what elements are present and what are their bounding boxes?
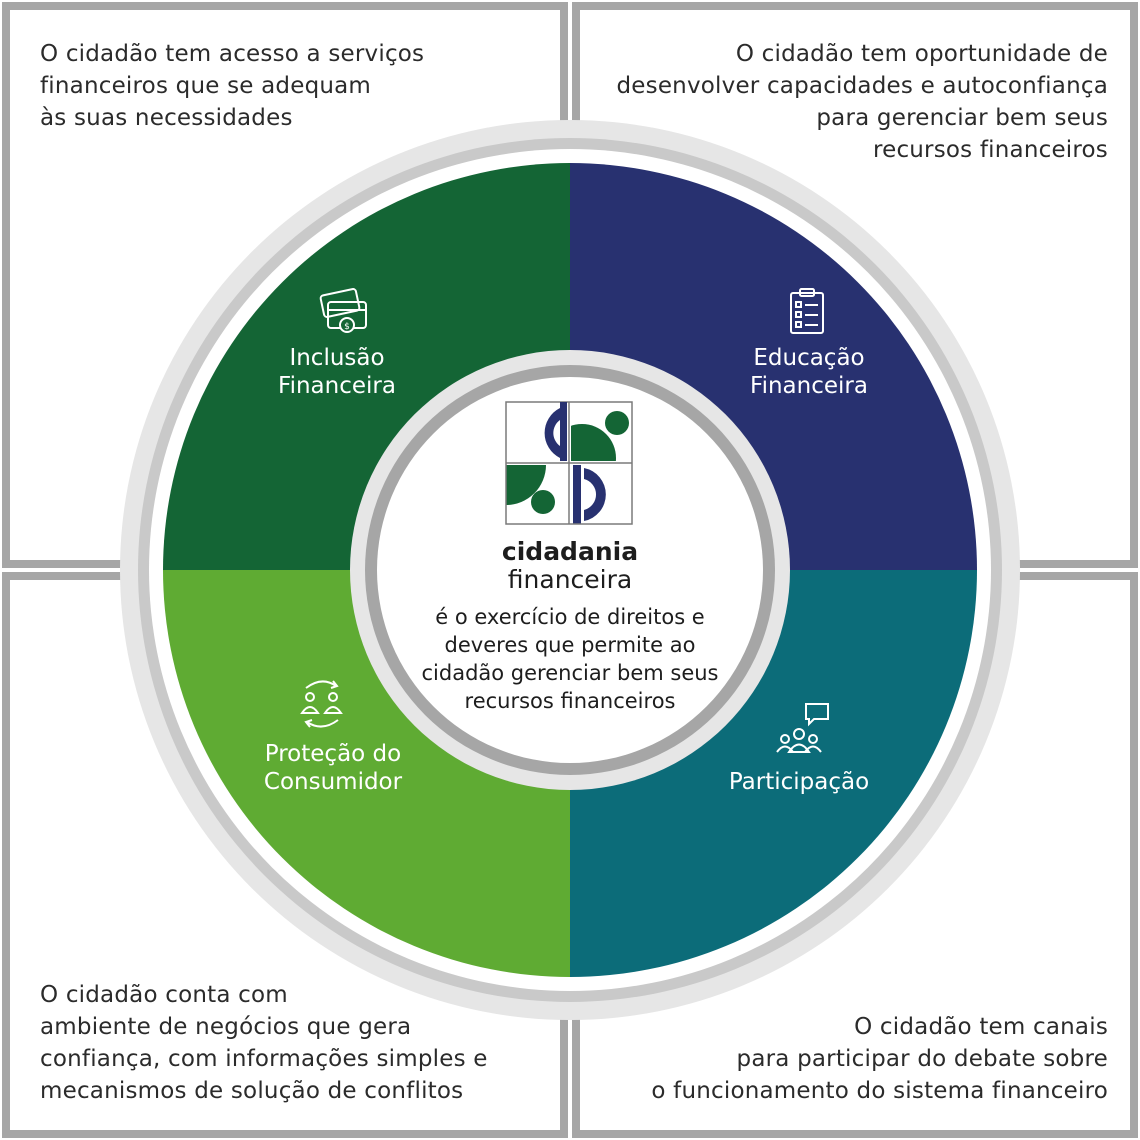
cidadania-logo — [505, 401, 633, 525]
description-educacao: O cidadão tem oportunidade de desenvolve… — [616, 41, 1108, 163]
svg-text:$: $ — [344, 322, 350, 332]
segment-label-educacao: Educação Financeira — [750, 345, 868, 399]
center-disc — [377, 377, 763, 763]
group-speech-bubble-icon — [776, 703, 829, 753]
brand-name-bold: cidadania — [501, 537, 639, 566]
brand-name-light: financeira — [507, 565, 633, 594]
credit-cards-coin-icon: $ — [319, 288, 367, 333]
segment-label-participacao: Participação — [728, 769, 870, 795]
people-exchange-icon — [300, 680, 343, 728]
clipboard-checklist-icon — [790, 288, 824, 334]
description-inclusao: O cidadão tem acesso a serviços financei… — [40, 41, 425, 131]
description-protecao: O cidadão conta com ambiente de negócios… — [40, 982, 488, 1104]
center-definition-text: é o exercício de direitos e deveres que … — [421, 605, 719, 713]
segment-label-protecao: Proteção do Consumidor — [263, 741, 403, 795]
description-participacao: O cidadão tem canais para participar do … — [651, 1014, 1108, 1104]
segment-label-inclusao: Inclusão Financeira — [278, 345, 396, 399]
